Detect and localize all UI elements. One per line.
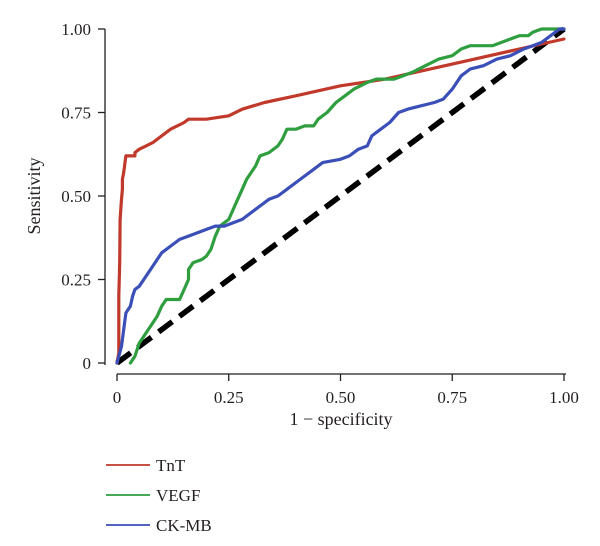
y-tick-label: 0.75: [61, 104, 91, 123]
y-axis-title: Sensitivity: [24, 157, 44, 234]
legend: TnT VEGF CK-MB: [106, 456, 212, 535]
legend-label: TnT: [156, 456, 186, 475]
series-line-vegf: [128, 27, 566, 365]
x-tick-label: 0.25: [214, 388, 244, 407]
legend-label: CK-MB: [156, 516, 212, 535]
x-axis-title: 1 − specificity: [289, 409, 392, 429]
legend-label: VEGF: [156, 486, 200, 505]
x-tick-label: 0.50: [326, 388, 356, 407]
series-line-ck-mb: [115, 27, 566, 365]
y-tick-label: 1.00: [61, 20, 91, 39]
x-tick-label: 0: [113, 388, 122, 407]
series-line-tnt: [115, 37, 566, 365]
axes: 0 0.25 0.50 0.75 1.00 0 0.25 0.50 0.75 1.00: [61, 20, 579, 407]
y-tick-label: 0.50: [61, 187, 91, 206]
y-tick-label: 0: [83, 354, 92, 373]
plot-area: [115, 26, 566, 366]
y-tick-label: 0.25: [61, 271, 91, 290]
x-tick-label: 1.00: [549, 388, 579, 407]
reference-diagonal: [115, 26, 566, 366]
x-tick-label: 0.75: [437, 388, 467, 407]
